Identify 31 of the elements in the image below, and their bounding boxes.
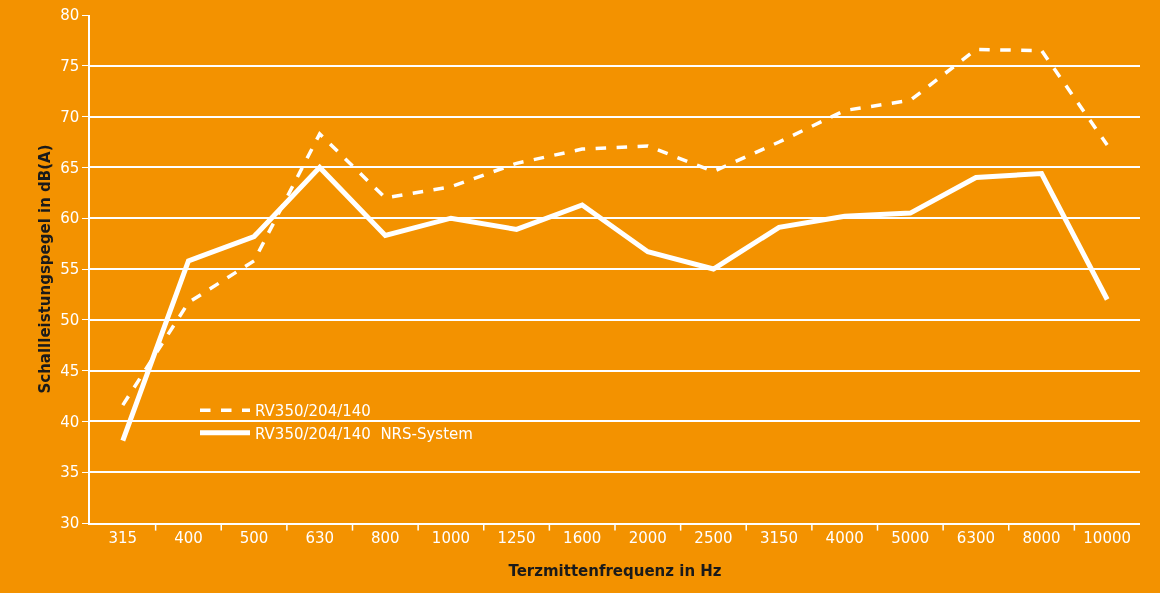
y-tick-label: 55 [60, 260, 80, 279]
y-tick-label: 75 [60, 57, 80, 76]
y-tick-label: 40 [60, 412, 80, 431]
y-tick-label: 65 [60, 158, 80, 177]
x-tick-label: 8000 [1022, 528, 1061, 547]
y-tick-label: 30 [60, 514, 80, 533]
x-tick-label: 2500 [694, 528, 733, 547]
legend-label: RV350/204/140 [255, 402, 371, 420]
x-tick-label: 800 [370, 528, 400, 547]
x-tick-label: 400 [174, 528, 203, 547]
x-tick-label: 4000 [825, 528, 864, 547]
x-tick-label: 630 [305, 528, 335, 547]
x-tick-label: 3150 [759, 528, 799, 547]
y-tick-label: 45 [60, 361, 80, 380]
x-tick-label: 1250 [497, 528, 536, 547]
x-tick-label: 10000 [1083, 528, 1132, 547]
y-tick-label: 70 [60, 107, 80, 126]
y-tick-label: 80 [60, 6, 80, 25]
y-axis-title: Schallleistungspegel in dB(A) [35, 144, 54, 394]
x-tick-label: 500 [239, 528, 269, 547]
legend-label: RV350/204/140 NRS-System [255, 424, 473, 443]
x-tick-label: 1600 [563, 528, 602, 547]
x-tick-label: 1000 [431, 528, 471, 547]
x-axis-title: Terzmittenfrequenz in Hz [508, 562, 722, 581]
x-tick-label: 315 [108, 528, 138, 547]
y-tick-label: 50 [60, 311, 80, 330]
y-tick-label: 35 [60, 463, 80, 482]
y-tick-label: 60 [60, 209, 80, 228]
x-tick-label: 5000 [891, 528, 930, 547]
x-tick-label: 2000 [628, 528, 667, 547]
x-tick-label: 6300 [956, 528, 996, 547]
